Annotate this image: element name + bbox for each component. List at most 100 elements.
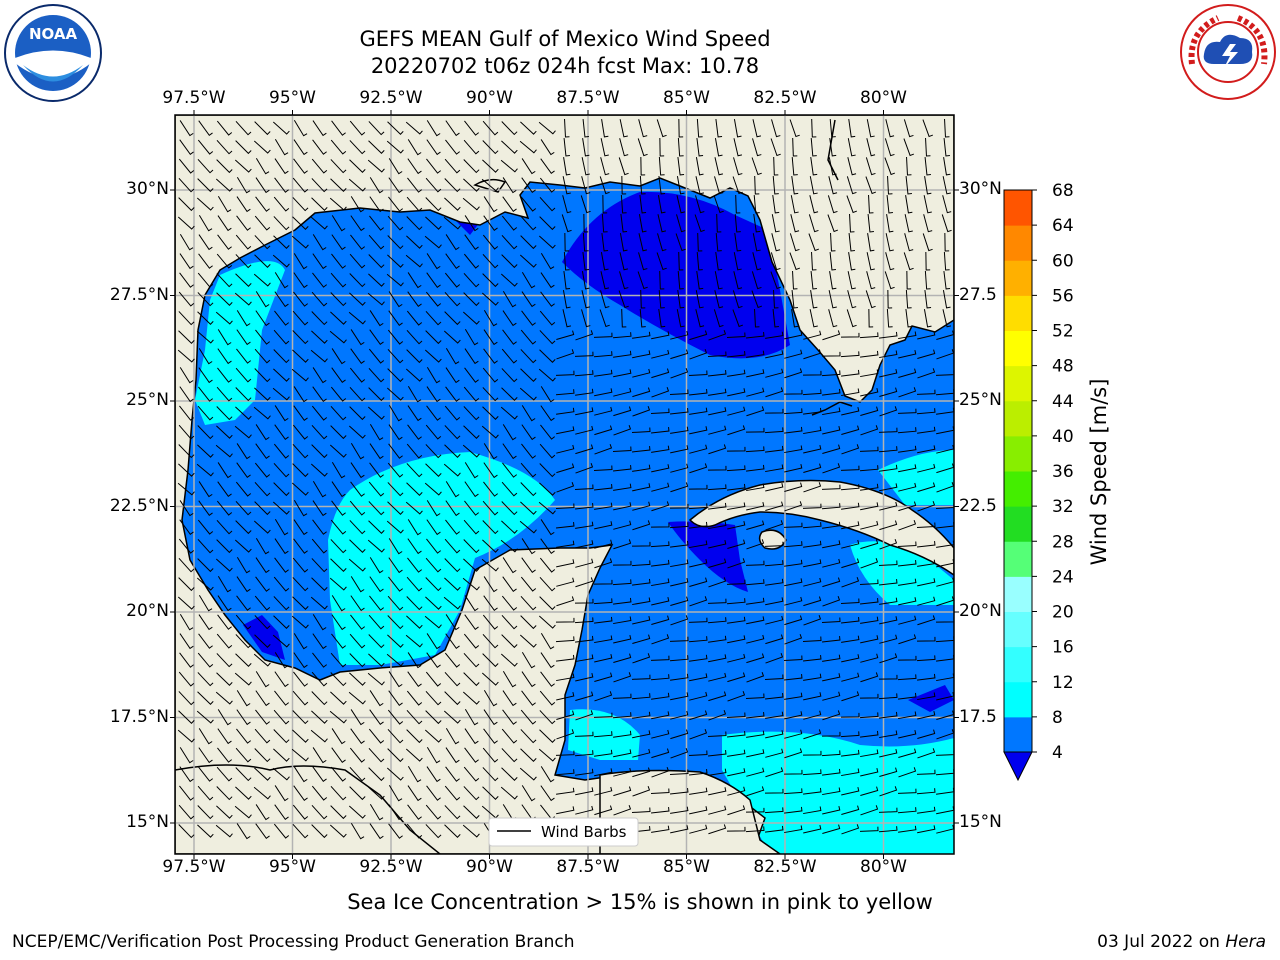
wind-barb	[406, 690, 423, 706]
wind-barb	[367, 406, 385, 420]
wind-barb	[784, 368, 803, 379]
wind-barb	[897, 541, 917, 547]
wind-barb	[613, 350, 632, 358]
wind-barb	[331, 747, 346, 763]
wind-barb	[464, 329, 479, 346]
wind-barb	[632, 520, 651, 531]
wind-barb	[822, 330, 841, 341]
wind-barb	[501, 634, 518, 649]
wind-barb	[632, 767, 651, 778]
wind-barb	[540, 139, 555, 156]
wind-barb	[670, 673, 689, 681]
wind-barb	[386, 387, 404, 401]
wind-barb	[407, 405, 422, 422]
wind-barb	[481, 672, 499, 686]
wind-barb	[236, 215, 251, 231]
wind-barb	[708, 539, 727, 549]
wind-barb	[521, 557, 536, 573]
wind-barb	[784, 748, 803, 759]
wind-barb	[177, 729, 195, 743]
wind-barb	[727, 539, 746, 549]
colorbar-segment	[1004, 716, 1032, 753]
wind-barb	[916, 522, 936, 528]
wind-barb	[388, 538, 403, 555]
wind-barb	[292, 443, 309, 459]
wind-barb	[406, 310, 423, 326]
wind-barb	[745, 560, 765, 566]
wind-barb	[387, 368, 404, 383]
wind-barb	[783, 674, 803, 681]
wind-barb	[445, 253, 460, 269]
wind-barb	[539, 196, 556, 212]
wind-barb	[639, 195, 647, 214]
wind-barb	[255, 329, 271, 345]
wind-barb	[331, 595, 346, 612]
wind-barb	[879, 538, 898, 550]
wind-barb	[235, 254, 252, 269]
wind-barb	[502, 709, 517, 725]
wind-barb	[689, 806, 708, 815]
wind-barb	[502, 576, 517, 592]
wind-barb	[594, 406, 613, 416]
wind-barb	[444, 824, 461, 838]
wind-barb	[848, 232, 855, 252]
wind-barb	[897, 655, 917, 661]
wind-barb	[651, 596, 670, 606]
wind-barb	[272, 387, 290, 401]
wind-barb	[445, 367, 460, 384]
wind-barb	[765, 445, 784, 453]
wind-barb	[613, 804, 632, 816]
wind-barb	[594, 369, 613, 377]
wind-barb	[764, 408, 784, 414]
wind-barb	[464, 348, 479, 365]
wind-barb	[632, 634, 651, 644]
wind-barb	[367, 292, 385, 306]
wind-barb	[348, 805, 366, 819]
wind-barb	[784, 711, 803, 720]
wind-barb	[657, 195, 666, 214]
lat-tick-label-right: 25°N	[959, 390, 1002, 410]
wind-barb	[178, 177, 195, 193]
wind-barb	[784, 692, 803, 700]
wind-barb	[821, 731, 841, 737]
wind-barb	[406, 443, 423, 459]
wind-barb	[407, 177, 423, 193]
wind-barb	[369, 329, 384, 345]
colorbar-segment	[1004, 611, 1032, 648]
wind-barb	[619, 233, 628, 252]
wind-barb	[575, 558, 594, 568]
wind-barb	[217, 709, 232, 726]
wind-barb	[217, 576, 232, 593]
wind-barb	[905, 195, 913, 214]
wind-barb	[217, 462, 232, 479]
wind-barb	[848, 252, 856, 271]
wind-barb	[444, 538, 461, 554]
wind-barb	[556, 426, 575, 435]
wind-barb	[599, 309, 610, 328]
wind-barb	[312, 652, 328, 668]
wind-barb	[613, 539, 632, 550]
wind-barb	[745, 693, 765, 699]
wind-barb	[329, 330, 347, 344]
wind-barb	[331, 253, 347, 269]
wind-barb	[575, 768, 594, 776]
wind-barb	[179, 120, 194, 137]
wind-barb	[348, 691, 366, 705]
wind-barb	[802, 636, 822, 642]
wind-barb	[501, 121, 518, 136]
wind-barb	[670, 349, 689, 360]
wind-barb	[311, 424, 328, 440]
wind-barb	[197, 805, 214, 820]
wind-barb	[520, 196, 537, 212]
wind-barb	[822, 521, 841, 529]
wind-barb	[216, 253, 233, 269]
wind-barb	[520, 615, 537, 630]
wind-barb	[179, 386, 194, 403]
wind-barb	[426, 139, 441, 156]
wind-barb	[746, 369, 765, 378]
wind-barb	[772, 175, 779, 195]
wind-barb	[916, 389, 936, 395]
wind-barb	[445, 386, 460, 402]
wind-barb	[556, 654, 575, 662]
wind-barb	[311, 197, 328, 211]
